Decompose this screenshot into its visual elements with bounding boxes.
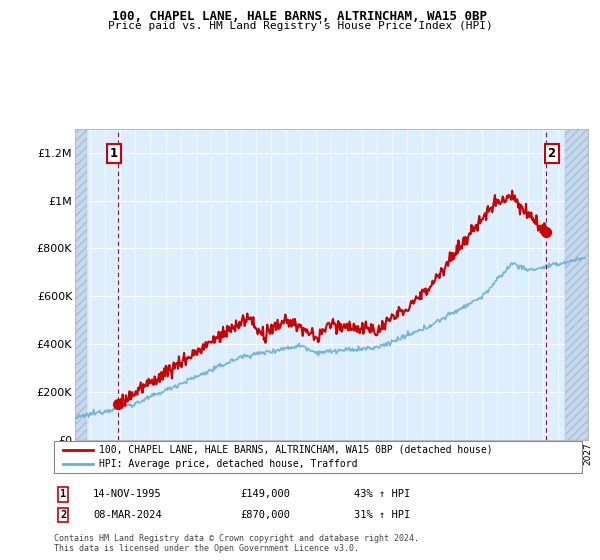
Bar [75,129,87,440]
Text: 14-NOV-1995: 14-NOV-1995 [93,489,162,500]
Text: 31% ↑ HPI: 31% ↑ HPI [354,510,410,520]
Text: 2: 2 [548,147,556,160]
Text: £149,000: £149,000 [240,489,290,500]
Text: 08-MAR-2024: 08-MAR-2024 [93,510,162,520]
Text: 1: 1 [110,147,118,160]
Text: HPI: Average price, detached house, Trafford: HPI: Average price, detached house, Traf… [99,459,358,469]
Bar [565,129,588,440]
Text: 2: 2 [60,510,66,520]
Text: 1: 1 [60,489,66,500]
Text: 100, CHAPEL LANE, HALE BARNS, ALTRINCHAM, WA15 0BP (detached house): 100, CHAPEL LANE, HALE BARNS, ALTRINCHAM… [99,445,493,455]
Text: Price paid vs. HM Land Registry's House Price Index (HPI): Price paid vs. HM Land Registry's House … [107,21,493,31]
Bar [565,129,588,440]
Text: Contains HM Land Registry data © Crown copyright and database right 2024.
This d: Contains HM Land Registry data © Crown c… [54,534,419,553]
Text: £870,000: £870,000 [240,510,290,520]
Text: 100, CHAPEL LANE, HALE BARNS, ALTRINCHAM, WA15 0BP: 100, CHAPEL LANE, HALE BARNS, ALTRINCHAM… [113,10,487,22]
Bar [75,129,87,440]
Text: 43% ↑ HPI: 43% ↑ HPI [354,489,410,500]
